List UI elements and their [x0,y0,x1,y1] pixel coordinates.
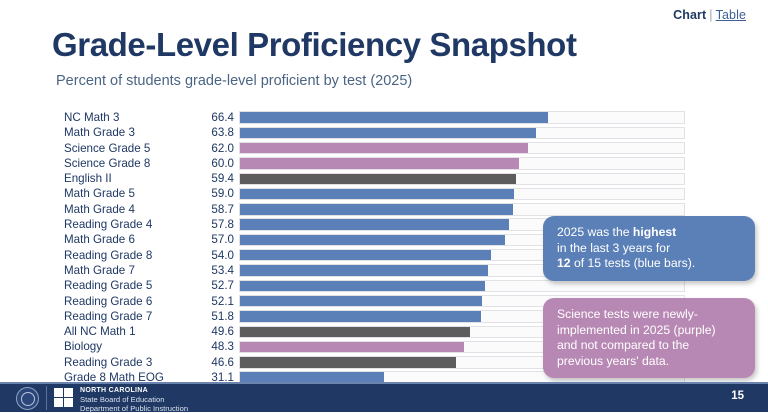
bar-row-label: Reading Grade 4 [64,218,153,232]
bar-row-label: Science Grade 5 [64,141,151,155]
tab-chart[interactable]: Chart [673,8,707,22]
bar-row-value: 62.0 [211,141,234,155]
view-switcher[interactable]: Chart | Table [673,8,746,22]
bar-row-label: Math Grade 3 [64,126,135,140]
bar-row-label: Reading Grade 8 [64,248,153,262]
bar-fill [240,341,465,353]
bar-track [239,111,685,124]
bar-row-value: 59.4 [211,172,234,186]
callout-blue-line-2: in the last 3 years for [557,240,671,255]
callout-purple-line-2: implemented in 2025 (purple) [557,322,716,337]
bar-row: NC Math 3 66.4 [0,110,768,125]
bar-row: Reading Grade 5 52.7 [0,278,768,293]
footer-divider [46,386,47,410]
callout-purple-line-1: Science tests were newly- [557,307,698,321]
bar-fill [240,326,471,337]
callout-blue-line-1: 2025 was the highest [557,225,742,241]
bar-row-value: 66.4 [211,111,234,124]
bar-row: Math Grade 5 59.0 [0,186,768,201]
bar-track [239,187,685,201]
bar-row-label: NC Math 3 [64,111,120,124]
bar-track [239,203,685,216]
callout-purple-line-3: and not compared to the [557,338,690,353]
bar-track [239,126,685,140]
bar-row: English II 59.4 [0,171,768,186]
bar-row-value: 63.8 [211,126,234,140]
bar-row-label: Math Grade 5 [64,187,135,201]
bar-row-label: Reading Grade 3 [64,355,153,369]
bar-row-value: 51.8 [211,309,234,323]
bar-row-value: 59.0 [211,187,234,201]
callout-blue-line3-bold: 12 [557,256,571,271]
page-subtitle: Percent of students grade-level proficie… [56,73,413,89]
bar-row-value: 57.0 [211,233,234,247]
bar-fill [240,112,549,123]
bar-fill [240,357,457,368]
bar-row-value: 54.0 [211,248,234,262]
bar-track [239,157,685,170]
bar-fill [240,127,537,139]
bar-fill [240,219,509,230]
bar-fill [240,250,491,261]
bar-row-label: Reading Grade 5 [64,279,153,293]
ncdpi-logo-icon [54,388,74,407]
callout-highest-blue: 2025 was the highest in the last 3 years… [543,216,755,281]
callout-purple-line-4: previous years' data. [557,353,670,368]
bar-fill [240,372,385,383]
bar-row-value: 57.8 [211,218,234,232]
page-title: Grade-Level Proficiency Snapshot [52,26,577,63]
bar-row-value: 46.6 [211,355,234,369]
bar-row-label: Biology [64,340,103,354]
bar-row: Science Grade 5 62.0 [0,141,768,156]
bar-track [239,172,685,185]
bar-row-value: 52.7 [211,279,234,293]
footer-org-text: NORTH CAROLINA State Board of Education … [80,386,188,413]
bar-row-value: 48.3 [211,340,234,354]
bar-fill [240,204,513,215]
bar-fill [240,280,485,292]
bar-row-label: Reading Grade 7 [64,309,153,323]
bar-fill [240,265,489,276]
callout-science-purple: Science tests were newly- implemented in… [543,298,755,379]
bar-row: Science Grade 8 60.0 [0,156,768,171]
bar-row-label: English II [64,172,112,186]
bar-track [239,279,685,293]
bar-fill [240,311,481,322]
tab-table[interactable]: Table [715,8,746,22]
callout-blue-line-3: 12 of 15 tests (blue bars). [557,256,742,272]
page-number: 15 [731,390,744,402]
footer-bar: NORTH CAROLINA State Board of Education … [0,382,768,413]
callout-blue-line1-bold: highest [632,225,677,239]
bar-row-value: 49.6 [211,325,234,339]
bar-fill [240,295,483,307]
bar-fill [240,188,515,200]
callout-blue-line1-pre: 2025 was the [557,225,633,239]
bar-track [239,141,685,155]
bar-fill [240,234,505,246]
bar-row: Math Grade 3 63.8 [0,125,768,140]
callout-blue-line3-post: of 15 tests (blue bars). [570,256,696,271]
bar-row-value: 53.4 [211,263,234,277]
bar-fill [240,173,516,184]
state-seal-icon [16,387,39,410]
bar-row: Math Grade 4 58.7 [0,202,768,217]
bar-row-label: Math Grade 4 [64,202,135,216]
bar-row-label: Grade 8 Math EOG [64,371,164,385]
bar-row-label: Math Grade 6 [64,233,135,247]
footer-org-line-1: NORTH CAROLINA [80,387,148,394]
bar-row-label: Math Grade 7 [64,263,135,277]
bar-fill [240,158,519,169]
bar-row-value: 31.1 [211,371,234,385]
bar-fill [240,142,529,154]
bar-row-label: Reading Grade 6 [64,294,153,308]
bar-row-value: 60.0 [211,156,234,170]
footer-org-line-2: State Board of Education [80,395,165,404]
bar-row-label: Science Grade 8 [64,156,151,170]
view-switcher-separator: | [709,8,713,22]
footer-org-line-3: Department of Public Instruction [80,404,189,413]
bar-row-value: 58.7 [211,202,234,216]
bar-row-value: 52.1 [211,294,234,308]
bar-row-label: All NC Math 1 [64,325,136,339]
